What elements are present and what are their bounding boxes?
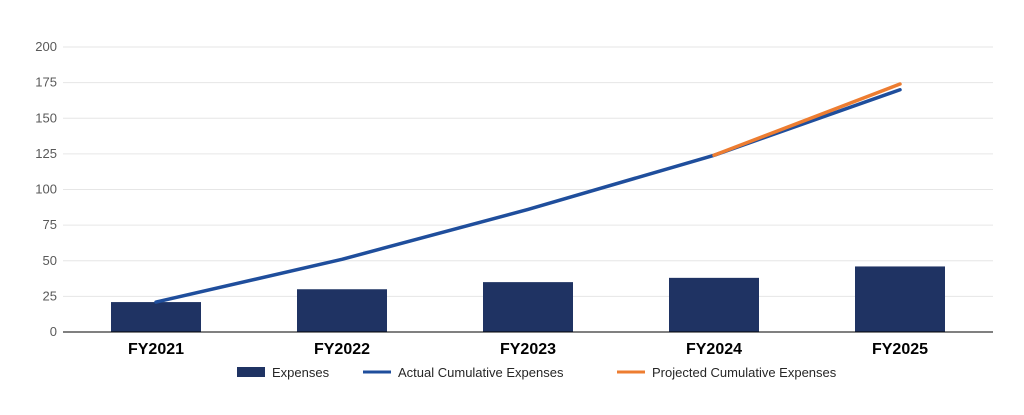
y-tick-label: 0 — [50, 324, 57, 339]
cumulative-lines — [154, 82, 902, 304]
bar-fy2024 — [669, 277, 759, 332]
legend-swatch-bar — [237, 367, 265, 377]
expenses-bars — [111, 266, 945, 332]
line-series-1 — [154, 88, 902, 304]
legend-label: Actual Cumulative Expenses — [398, 365, 564, 380]
grid-lines — [63, 46, 993, 297]
y-tick-label: 175 — [35, 75, 57, 90]
x-tick-label: FY2022 — [314, 341, 370, 358]
line-series-2 — [712, 82, 902, 158]
bar-fy2022 — [297, 289, 387, 332]
y-tick-label: 25 — [43, 288, 57, 303]
legend: Expenses Actual Cumulative Expenses Projec… — [237, 365, 837, 380]
legend-label: Projected Cumulative Expenses — [652, 365, 837, 380]
y-tick-label: 200 — [35, 39, 57, 54]
x-tick-label: FY2021 — [128, 341, 184, 358]
y-tick-label: 125 — [35, 146, 57, 161]
bar-fy2025 — [855, 266, 945, 332]
y-tick-label: 150 — [35, 110, 57, 125]
x-tick-label: FY2025 — [872, 341, 928, 358]
y-tick-label: 75 — [43, 217, 57, 232]
x-axis-labels: FY2021 FY2022 FY2023 FY2024 FY2025 — [128, 341, 928, 358]
legend-label: Expenses — [272, 365, 330, 380]
x-tick-label: FY2024 — [686, 341, 742, 358]
bar-fy2023 — [483, 282, 573, 332]
y-tick-label: 100 — [35, 182, 57, 197]
bar-fy2021 — [111, 302, 201, 332]
y-tick-label: 50 — [43, 253, 57, 268]
x-tick-label: FY2023 — [500, 341, 556, 358]
y-axis-ticks: 0 25 50 75 100 125 150 175 200 — [35, 39, 57, 339]
